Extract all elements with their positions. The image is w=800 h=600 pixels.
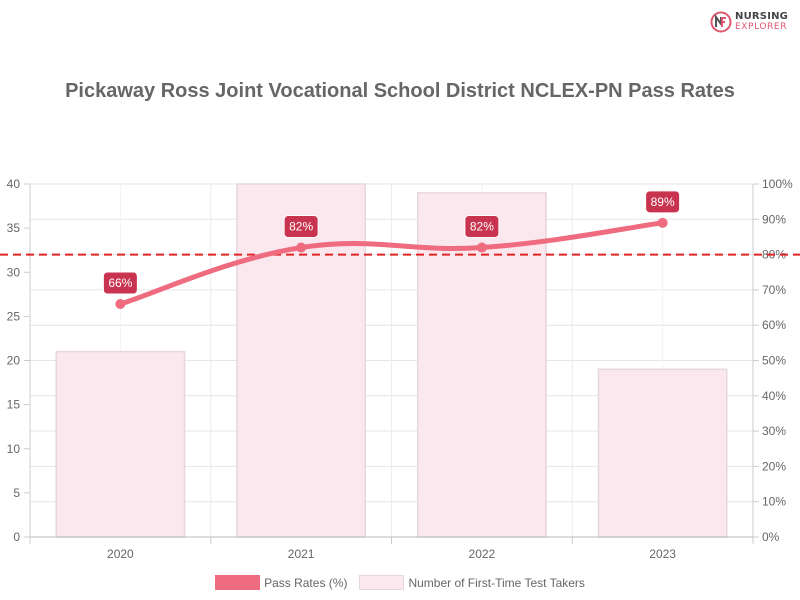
y-right-tick-label: 50% — [762, 354, 786, 368]
data-label-text: 82% — [470, 220, 494, 234]
data-label-box — [283, 215, 319, 239]
y-right-tick-label: 40% — [762, 389, 786, 403]
legend-label-test-takers: Number of First-Time Test Takers — [408, 575, 585, 590]
data-label-text: 82% — [289, 220, 313, 234]
pass-rate-point — [296, 242, 307, 253]
legend-item-pass-rates[interactable]: Pass Rates (%) — [215, 575, 347, 590]
data-label: 89% — [645, 190, 681, 214]
x-tick-label: 2020 — [107, 547, 134, 561]
pass-rate-curve — [117, 220, 666, 307]
y-right-tick-label: 10% — [762, 495, 786, 509]
y-right-tick-label: 0% — [762, 530, 780, 544]
chart-title: Pickaway Ross Joint Vocational School Di… — [65, 80, 735, 102]
data-label-text: 89% — [651, 195, 675, 209]
y-left-tick-label: 30 — [7, 265, 21, 279]
y-right-tick-label: 20% — [762, 459, 786, 473]
data-label: 82% — [464, 215, 500, 239]
bar — [597, 368, 728, 538]
legend-swatch-test-takers — [359, 575, 405, 590]
data-label: 66% — [102, 271, 138, 295]
y-left-tick-label: 25 — [7, 309, 21, 323]
y-right-tick-label: 30% — [762, 424, 786, 438]
data-label-box — [464, 215, 500, 239]
y-left-tick-label: 15 — [7, 398, 21, 412]
data-label: 82% — [283, 215, 319, 239]
brand-name-line2: EXPLORER — [735, 22, 788, 32]
y-left-tick-label: 10 — [7, 442, 21, 456]
x-tick-label: 2021 — [288, 547, 315, 561]
legend-item-test-takers[interactable]: Number of First-Time Test Takers — [359, 575, 585, 590]
y-right-tick-label: 60% — [762, 318, 786, 332]
data-labels: 66% 82% 82% 89% — [102, 190, 681, 295]
data-label-box — [645, 190, 681, 214]
y-right-tick-label: 100% — [762, 177, 793, 191]
pass-rate-line — [115, 217, 668, 310]
legend: Pass Rates (%) Number of First-Time Test… — [0, 575, 800, 590]
legend-swatch-pass-rates — [215, 575, 261, 590]
x-tick-label: 2022 — [469, 547, 496, 561]
brand-logo: NURSING EXPLORER — [710, 9, 795, 35]
y-left-tick-label: 40 — [7, 177, 21, 191]
y-left-tick-label: 35 — [7, 221, 21, 235]
y-right-tick-label: 90% — [762, 212, 786, 226]
data-label-text: 66% — [108, 276, 132, 290]
y-left-tick-label: 20 — [7, 354, 21, 368]
legend-label-pass-rates: Pass Rates (%) — [264, 575, 348, 590]
data-label-box — [102, 271, 138, 295]
x-tick-label: 2023 — [649, 547, 676, 561]
bar — [55, 350, 186, 538]
pass-rate-point — [476, 242, 487, 253]
y-left-tick-label: 5 — [13, 486, 20, 500]
pass-rate-point — [115, 299, 126, 310]
brand-name-line1: NURSING — [735, 11, 789, 22]
pass-rate-point — [657, 217, 668, 228]
axes: 0%10%20%30%40%50%60%70%80%90%100%0510152… — [7, 177, 793, 561]
y-right-tick-label: 70% — [762, 283, 786, 297]
nursing-explorer-logo-icon — [710, 11, 732, 33]
y-left-tick-label: 0 — [13, 530, 20, 544]
